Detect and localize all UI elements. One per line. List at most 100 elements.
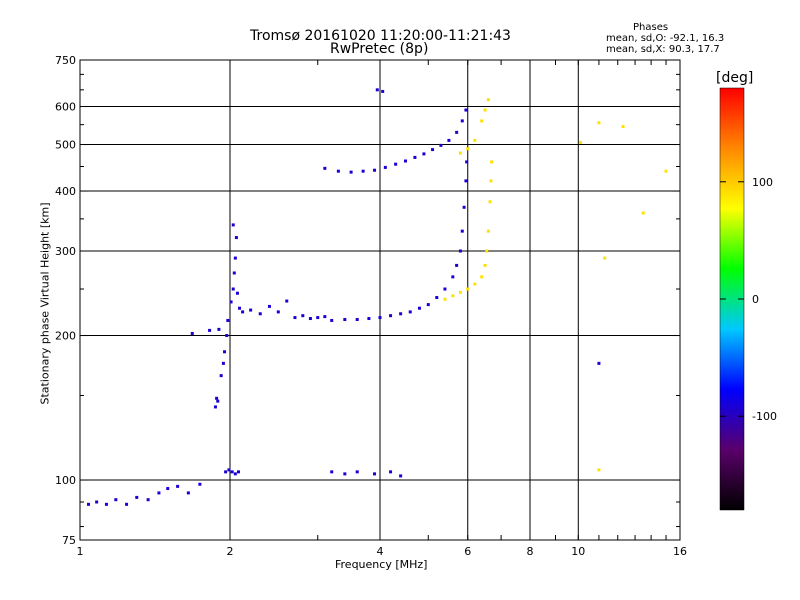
y-tick-label: 200 [55, 330, 76, 343]
colorbar-tick-label: 0 [752, 293, 759, 306]
x-mode-point [597, 468, 601, 472]
o-mode-point [233, 472, 237, 476]
x-mode-point [466, 287, 470, 291]
o-mode-point [95, 500, 99, 504]
o-mode-point [233, 256, 237, 260]
o-mode-point [343, 472, 347, 476]
o-mode-point [114, 498, 118, 502]
o-mode-point [355, 317, 359, 321]
x-mode-point [489, 179, 493, 183]
o-mode-point [104, 502, 108, 506]
o-mode-point [381, 89, 385, 93]
o-mode-point [336, 169, 340, 173]
o-mode-point [166, 487, 170, 491]
o-mode-point [323, 166, 327, 170]
o-mode-point [308, 317, 312, 321]
x-mode-point [466, 147, 470, 151]
y-tick-label: 750 [55, 54, 76, 67]
x-tick-label: 2 [227, 545, 234, 558]
o-mode-point [343, 317, 347, 321]
o-mode-point [330, 470, 334, 474]
o-mode-point [267, 304, 271, 308]
o-mode-point [597, 361, 601, 365]
x-mode-point [451, 294, 455, 298]
o-mode-point [435, 296, 439, 300]
o-mode-point [285, 299, 289, 303]
o-mode-point [439, 143, 443, 147]
x-mode-point [641, 211, 645, 215]
x-tick-label: 10 [571, 545, 585, 558]
o-mode-point [217, 327, 221, 331]
o-mode-point [231, 223, 235, 227]
x-mode-point [443, 297, 447, 301]
o-mode-point [389, 470, 393, 474]
x-mode-point [603, 256, 607, 260]
x-axis-label: Frequency [MHz] [335, 558, 428, 571]
x-mode-point [578, 140, 582, 144]
o-mode-point [383, 165, 387, 169]
phases-title: Phases [633, 22, 669, 33]
o-mode-point [458, 249, 462, 253]
y-tick-label: 400 [55, 185, 76, 198]
o-mode-point [258, 312, 262, 316]
y-tick-label: 600 [55, 101, 76, 114]
o-mode-point [276, 310, 280, 314]
o-mode-point [375, 88, 379, 92]
y-axis-label: Stationary phase Virtual Height [km] [38, 202, 52, 405]
chart-title-line2: RwPretec (8p) [330, 41, 429, 57]
chart-title-line1: Tromsø 20161020 11:20:00-11:21:43 [250, 28, 511, 44]
o-mode-point [215, 396, 219, 400]
o-mode-point [230, 470, 234, 474]
o-mode-point [238, 306, 242, 310]
o-mode-point [225, 334, 229, 338]
x-mode-point [485, 249, 489, 253]
o-mode-point [208, 328, 212, 332]
x-mode-point [597, 121, 601, 125]
colorbar-tick-label: -100 [752, 410, 777, 423]
o-mode-point [431, 148, 435, 152]
o-mode-point [316, 316, 320, 320]
o-mode-point [464, 108, 468, 112]
o-mode-point [186, 491, 190, 495]
x-mode-point [486, 98, 490, 102]
o-mode-point [330, 318, 334, 322]
o-mode-point [426, 303, 430, 307]
o-mode-point [465, 160, 469, 164]
x-mode-point [483, 263, 487, 267]
x-mode-point [458, 151, 462, 155]
o-mode-point [361, 169, 365, 173]
o-mode-point [219, 374, 223, 378]
colorbar-tick-label: 100 [752, 176, 773, 189]
o-mode-point [241, 310, 245, 314]
o-mode-point [460, 229, 464, 233]
x-tick-label: 6 [464, 545, 471, 558]
o-mode-point [460, 119, 464, 123]
o-mode-point [399, 474, 403, 478]
o-mode-point [235, 291, 239, 295]
o-mode-point [190, 331, 194, 335]
o-mode-point [413, 155, 417, 159]
phases-x-mode: mean, sd,X: 90.3, 17.7 [606, 44, 720, 55]
x-tick-label: 1 [77, 545, 84, 558]
o-mode-point [213, 405, 217, 409]
o-mode-point [464, 179, 468, 183]
colorbar-ticks: 100 0 -100 [720, 176, 777, 423]
o-mode-point [223, 350, 227, 354]
o-mode-point [403, 159, 407, 163]
x-mode-point [480, 275, 484, 279]
o-mode-point [86, 502, 90, 506]
o-mode-point [231, 287, 235, 291]
o-mode-point [455, 130, 459, 134]
o-mode-point [176, 484, 180, 488]
o-mode-point [355, 470, 359, 474]
o-mode-point [373, 168, 377, 172]
data-points [86, 88, 668, 506]
colorbar-unit: [deg] [716, 70, 754, 86]
y-tick-label: 100 [55, 474, 76, 487]
y-tick-label: 500 [55, 139, 76, 152]
x-mode-point [458, 290, 462, 294]
o-mode-point [135, 495, 139, 499]
x-mode-point [621, 125, 625, 129]
x-mode-point [473, 282, 477, 286]
